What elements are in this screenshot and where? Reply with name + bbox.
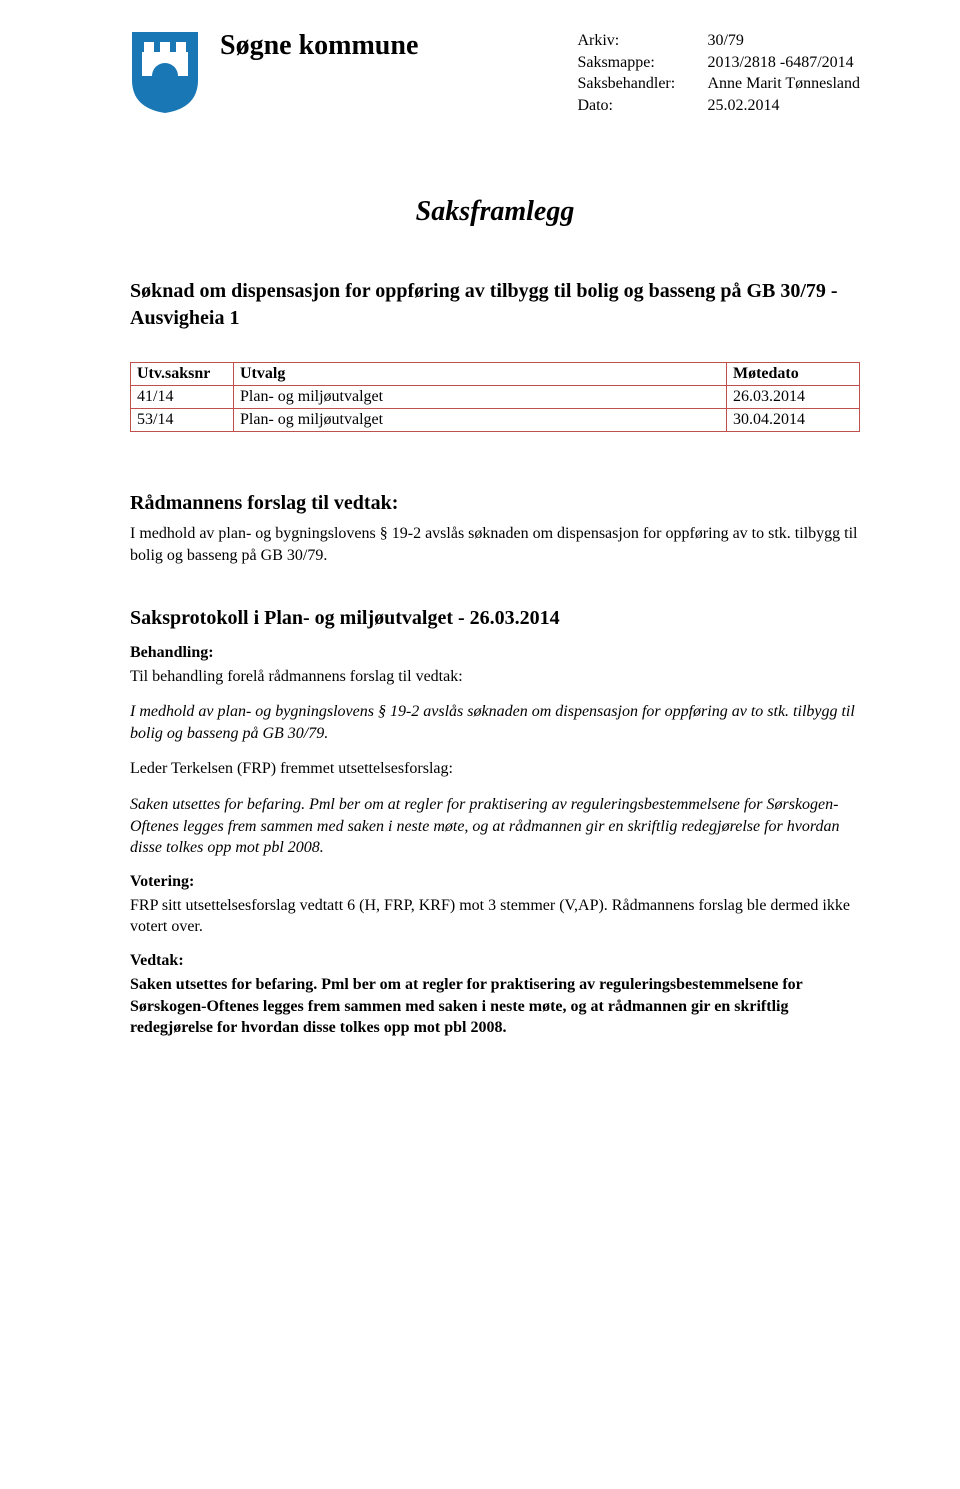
kommune-title: Søgne kommune <box>220 30 418 62</box>
page: Søgne kommune Arkiv: 30/79 Saksmappe: 20… <box>0 0 960 1489</box>
kommune-logo <box>130 30 200 115</box>
meta-row-saksbehandler: Saksbehandler: Anne Marit Tønnesland <box>577 73 860 95</box>
radmannens-heading: Rådmannens forslag til vedtak: <box>130 492 860 515</box>
votering-body: FRP sitt utsettelsesforslag vedtatt 6 (H… <box>130 895 860 938</box>
vedtak-body-1: Saken utsettes for befaring. Pml ber om … <box>130 974 860 996</box>
meta-value: Anne Marit Tønnesland <box>707 73 860 95</box>
saksframlegg-title: Saksframlegg <box>130 196 860 228</box>
meta-row-dato: Dato: 25.02.2014 <box>577 95 860 117</box>
cell-saksnr: 41/14 <box>131 386 234 409</box>
vedtak-body-2: Sørskogen-Oftenes legges frem sammen med… <box>130 996 860 1039</box>
committee-table: Utv.saksnr Utvalg Møtedato 41/14 Plan- o… <box>130 362 860 432</box>
meta-block: Arkiv: 30/79 Saksmappe: 2013/2818 -6487/… <box>577 30 860 116</box>
meta-value: 30/79 <box>707 30 743 52</box>
meta-label: Dato: <box>577 95 707 117</box>
col-header-utvalg: Utvalg <box>234 363 727 386</box>
meta-row-arkiv: Arkiv: 30/79 <box>577 30 860 52</box>
col-header-motedato: Møtedato <box>727 363 860 386</box>
table-row: 53/14 Plan- og miljøutvalget 30.04.2014 <box>131 409 860 432</box>
case-title: Søknad om dispensasjon for oppføring av … <box>130 278 860 332</box>
meta-label: Saksmappe: <box>577 52 707 74</box>
protokoll-heading: Saksprotokoll i Plan- og miljøutvalget -… <box>130 607 860 630</box>
col-header-saksnr: Utv.saksnr <box>131 363 234 386</box>
header-text: Søgne kommune Arkiv: 30/79 Saksmappe: 20… <box>220 30 860 116</box>
behandling-intro: Til behandling forelå rådmannens forslag… <box>130 666 860 688</box>
table-row: 41/14 Plan- og miljøutvalget 26.03.2014 <box>131 386 860 409</box>
cell-saksnr: 53/14 <box>131 409 234 432</box>
table-header-row: Utv.saksnr Utvalg Møtedato <box>131 363 860 386</box>
radmannens-body: I medhold av plan- og bygningslovens § 1… <box>130 523 860 566</box>
behandling-quote: I medhold av plan- og bygningslovens § 1… <box>130 701 860 744</box>
meta-row-saksmappe: Saksmappe: 2013/2818 -6487/2014 <box>577 52 860 74</box>
cell-dato: 26.03.2014 <box>727 386 860 409</box>
meta-label: Saksbehandler: <box>577 73 707 95</box>
utsettelse-intro: Leder Terkelsen (FRP) fremmet utsettelse… <box>130 758 860 780</box>
behandling-label: Behandling: <box>130 644 860 662</box>
meta-value: 25.02.2014 <box>707 95 779 117</box>
vedtak-label: Vedtak: <box>130 952 860 970</box>
header-row: Søgne kommune Arkiv: 30/79 Saksmappe: 20… <box>130 30 860 116</box>
utsettelse-quote: Saken utsettes for befaring. Pml ber om … <box>130 794 860 859</box>
cell-utvalg: Plan- og miljøutvalget <box>234 409 727 432</box>
votering-label: Votering: <box>130 873 860 891</box>
meta-value: 2013/2818 -6487/2014 <box>707 52 853 74</box>
cell-dato: 30.04.2014 <box>727 409 860 432</box>
meta-label: Arkiv: <box>577 30 707 52</box>
cell-utvalg: Plan- og miljøutvalget <box>234 386 727 409</box>
